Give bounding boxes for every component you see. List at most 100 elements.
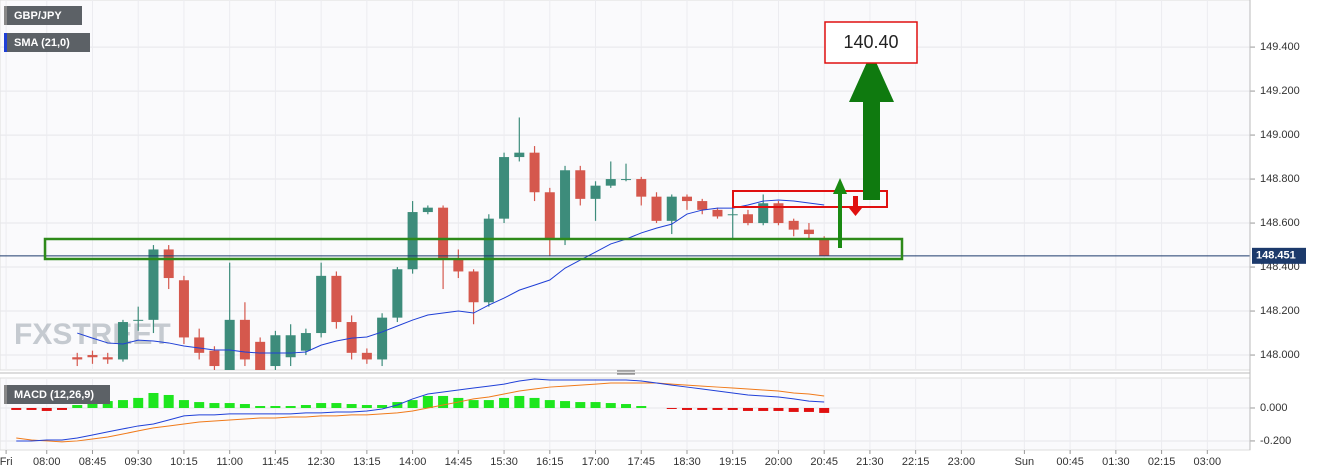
y-tick-label: 148.600: [1260, 217, 1300, 229]
candle-body: [117, 322, 128, 360]
histogram-bar: [285, 406, 296, 408]
histogram-bar: [499, 397, 510, 408]
histogram-bar: [742, 407, 753, 411]
histogram-bar: [590, 402, 601, 408]
x-tick-label: 19:15: [719, 456, 747, 468]
macd-line: [16, 378, 825, 442]
histogram-bar: [316, 403, 327, 408]
axes: 148.000 148.200 148.400 148.600 148.800 149.0…: [0, 0, 1306, 468]
candle-body: [163, 249, 174, 279]
x-tick-label: 09:30: [124, 456, 152, 468]
candle-body: [194, 337, 205, 353]
histogram-bar: [529, 397, 540, 408]
candle-body: [239, 319, 250, 360]
histogram-bar: [453, 397, 464, 408]
candle-body: [133, 319, 144, 321]
x-tick-label: 21:30: [856, 456, 884, 468]
candle-body: [438, 207, 449, 259]
y-tick-label: 149.400: [1260, 41, 1300, 53]
down-arrow: [849, 196, 862, 216]
candle-body: [575, 170, 586, 199]
histogram-bar: [438, 395, 449, 408]
histogram-bar: [346, 404, 357, 408]
histogram-bar: [621, 404, 632, 408]
x-tick-label: 11:45: [262, 456, 289, 468]
candle-body: [483, 218, 494, 303]
x-tick-label: 03:00: [1194, 456, 1222, 468]
histogram-bar: [102, 401, 113, 408]
y-tick-label: 149.000: [1260, 129, 1300, 141]
symbol-legend[interactable]: [4, 6, 82, 25]
y-tick-label: 148.000: [1260, 349, 1300, 361]
histogram-bar: [72, 405, 83, 408]
x-tick-label: 10:15: [170, 456, 198, 468]
histogram-bar: [727, 407, 738, 410]
y-tick-label: 149.200: [1260, 85, 1300, 97]
candle-body: [636, 179, 647, 197]
x-tick-label: 08:00: [33, 456, 61, 468]
x-tick-label: 11:00: [216, 456, 243, 468]
macd-plot: [11, 378, 830, 443]
histogram-bar: [712, 407, 723, 410]
histogram-bar: [544, 400, 555, 408]
x-tick-label: 14:45: [445, 456, 473, 468]
candle-body: [255, 341, 266, 370]
y-tick-label: -0.200: [1260, 435, 1291, 447]
candle-body: [803, 229, 814, 235]
histogram-bar: [133, 397, 144, 408]
last-price-label: 148.451: [1256, 250, 1296, 262]
histogram-bar: [666, 407, 677, 409]
histogram-bar: [468, 400, 479, 408]
candle-body: [621, 179, 632, 181]
histogram-bar: [422, 395, 433, 408]
histogram-bar: [773, 407, 784, 411]
histogram-bar: [681, 407, 692, 410]
candle-body: [422, 207, 433, 213]
candle-body: [560, 170, 571, 239]
x-tick-label: 20:45: [810, 456, 838, 468]
histogram-bar: [224, 403, 235, 408]
x-tick-label: 00:45: [1056, 456, 1084, 468]
x-tick-label: 15:30: [490, 456, 518, 468]
histogram-bar: [11, 407, 22, 410]
histogram-bar: [803, 407, 814, 412]
price-pane: [0, 0, 1251, 371]
x-tick-label: 02:15: [1148, 456, 1176, 468]
histogram-bar: [194, 402, 205, 408]
histogram-bar: [239, 404, 250, 408]
histogram-bar: [209, 403, 220, 408]
histogram-bar: [483, 400, 494, 408]
x-tick-label: 08:45: [79, 456, 107, 468]
sma-legend-marker: [4, 33, 7, 52]
histogram-bar: [758, 407, 769, 411]
candle-body: [331, 275, 342, 323]
candle-body: [361, 352, 372, 360]
last-price-tag: [1252, 247, 1306, 264]
x-tick-label: 14:00: [399, 456, 427, 468]
candle-body: [712, 209, 723, 217]
symbol-label: GBP/JPY: [14, 10, 62, 22]
sma-line: [77, 199, 825, 354]
x-tick-label: 17:45: [627, 456, 655, 468]
macd-legend[interactable]: [4, 385, 110, 404]
candle-body: [819, 238, 830, 257]
sma-legend[interactable]: [4, 33, 90, 52]
x-tick-label: 13:15: [353, 456, 381, 468]
x-tick-label: Fri: [0, 456, 13, 468]
histogram-bar: [636, 406, 647, 408]
x-tick-label: 22:15: [902, 456, 930, 468]
histogram-bar: [331, 403, 342, 408]
macd-label: MACD (12,26,9): [14, 389, 94, 401]
candle-body: [499, 157, 510, 219]
histogram-bar: [117, 400, 128, 408]
candle-body: [346, 322, 357, 353]
histogram-bar: [255, 406, 266, 408]
target-arrow: [849, 52, 894, 200]
x-tick-label: 17:00: [582, 456, 610, 468]
candle-body: [742, 214, 753, 224]
target-label: 140.40: [843, 32, 898, 52]
target-box: [824, 21, 918, 64]
candle-body: [148, 249, 159, 320]
